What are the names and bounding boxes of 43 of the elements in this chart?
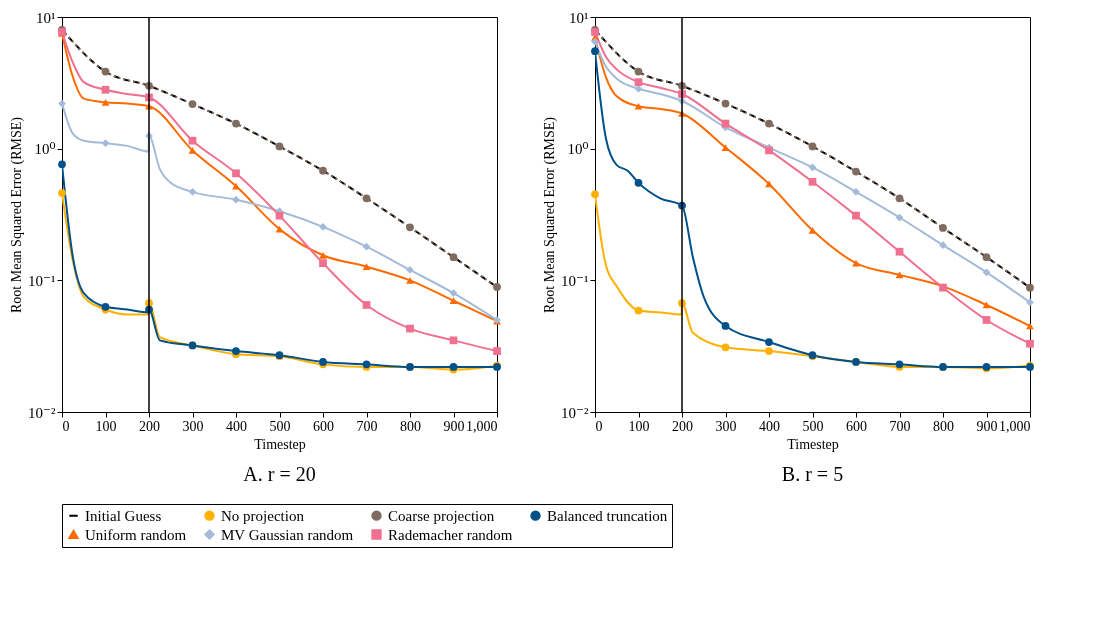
x-tick-label: 100: [628, 418, 650, 434]
y-tick-label: 10⁰: [567, 141, 589, 158]
x-tick-label: 700: [356, 418, 378, 434]
x-tick-label: 500: [802, 418, 824, 434]
y-tick-label: 10⁻¹: [561, 272, 589, 289]
y-tick-label: 10⁰: [34, 141, 56, 158]
x-tick-label: 1,000: [999, 418, 1031, 434]
x-tick-label: 300: [715, 418, 737, 434]
legend-label: MV Gaussian random: [221, 526, 354, 543]
x-tick-label: 100: [95, 418, 117, 434]
x-tick-label: 700: [889, 418, 911, 434]
legend-label: Coarse projection: [388, 507, 495, 524]
legend-label: Uniform random: [85, 526, 187, 543]
text: B. r = 5: [781, 463, 844, 485]
y-axis-title: Root Mean Squared Error (RMSE): [542, 116, 559, 313]
y-tick-label: 10⁻¹: [28, 272, 56, 289]
text: A. r = 20: [243, 463, 316, 485]
x-tick-label: 1,000: [466, 418, 498, 434]
x-axis-title: Timestep: [254, 436, 306, 452]
x-tick-label: 300: [182, 418, 204, 434]
x-tick-label: 400: [226, 418, 247, 434]
x-tick-label: 400: [759, 418, 780, 434]
y-tick-label: 10⁻²: [28, 404, 56, 421]
x-tick-label: 900: [976, 418, 998, 434]
x-tick-label: 800: [400, 418, 421, 434]
legend-label: No projection: [221, 507, 305, 524]
x-tick-label: 600: [846, 418, 867, 434]
x-tick-label: 800: [933, 418, 954, 434]
x-tick-label: 600: [313, 418, 334, 434]
x-tick-label: 0: [62, 418, 70, 434]
y-axis-title: Root Mean Squared Error (RMSE): [9, 116, 26, 313]
y-tick-label: 10¹: [36, 9, 56, 26]
y-tick-label: 10⁻²: [561, 404, 589, 421]
x-tick-label: 200: [672, 418, 693, 434]
legend-label: Balanced truncation: [547, 507, 668, 524]
x-tick-label: 900: [443, 418, 465, 434]
x-tick-label: 200: [139, 418, 160, 434]
x-axis-title: Timestep: [787, 436, 839, 452]
x-tick-label: 0: [595, 418, 603, 434]
legend-label: Rademacher random: [388, 526, 513, 543]
x-tick-label: 500: [269, 418, 291, 434]
legend-label: Initial Guess: [85, 507, 162, 524]
y-tick-label: 10¹: [569, 9, 589, 26]
